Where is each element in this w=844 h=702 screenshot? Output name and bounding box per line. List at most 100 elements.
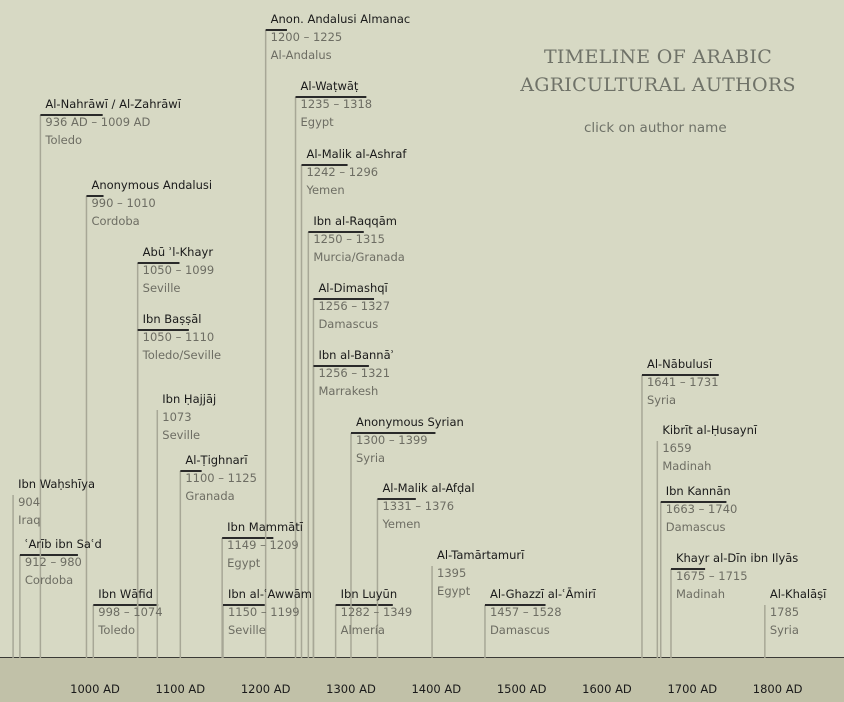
author-place: Seville [142, 281, 181, 295]
author-name-link[interactable]: Ibn Baṣṣāl [142, 312, 202, 326]
author-place: Seville [162, 428, 201, 442]
author-name-link[interactable]: Anon. Andalusi Almanac [270, 12, 411, 26]
author-name-link[interactable]: Kibrīt al-Ḥusaynī [662, 423, 758, 437]
author-dates: 1282 – 1349 [340, 605, 413, 619]
author-place: Murcia/Granada [313, 250, 405, 264]
author-place: Marrakesh [318, 384, 379, 398]
author-place: Egypt [227, 556, 261, 570]
author-entry: Ibn al-Raqqām 1250 – 1315 Murcia/Granada [313, 214, 405, 266]
author-place: Cordoba [91, 214, 140, 228]
author-place: Yemen [382, 517, 421, 531]
author-dates: 1149 – 1209 [227, 538, 299, 552]
author-place: Granada [185, 489, 235, 503]
author-dates: 1785 [769, 605, 800, 619]
author-name-link[interactable]: Al-Malik al-Ashraf [306, 147, 407, 161]
author-dates: 1331 – 1376 [382, 499, 455, 513]
author-place: Madinah [675, 587, 726, 601]
author-name-link[interactable]: Ibn al-Bannāʾ [318, 348, 395, 362]
author-dates: 1256 – 1327 [318, 299, 391, 313]
axis-tick-label: 1700 AD [667, 682, 718, 696]
author-name-link[interactable]: Ibn Mammātī [227, 520, 303, 534]
author-name-link[interactable]: Ibn al-Raqqām [313, 214, 397, 228]
author-place: Iraq [18, 513, 41, 527]
author-place: Syria [355, 451, 386, 465]
author-name-link[interactable]: Al-Ghazzī al-ʿĀmirī [489, 587, 596, 601]
author-name-link[interactable]: Al-Khalāṣī [769, 587, 827, 601]
author-dates: 998 – 1074 [98, 605, 163, 619]
author-dates: 1150 – 1199 [227, 605, 300, 619]
author-entry: Ibn Ḥajjāj 1073 Seville [162, 392, 216, 444]
author-dates: 990 – 1010 [91, 196, 156, 210]
axis-tick-label: 1800 AD [752, 682, 803, 696]
author-place: Damascus [665, 520, 726, 534]
author-place: Damascus [489, 623, 550, 637]
author-dates: 1300 – 1399 [355, 433, 428, 447]
author-name-link[interactable]: Ibn Kannān [665, 484, 731, 498]
author-dates: 1073 [162, 410, 192, 424]
axis-tick-label: 1100 AD [155, 682, 206, 696]
author-place: Al-Andalus [270, 48, 332, 62]
axis-tick-label: 1200 AD [240, 682, 291, 696]
author-entry: Anonymous Andalusi 990 – 1010 Cordoba [91, 178, 212, 230]
author-entry: Al-Khalāṣī 1785 Syria [770, 587, 827, 639]
author-dates: 904 [18, 495, 41, 509]
author-dates: 1235 – 1318 [300, 97, 373, 111]
author-place: Almería [340, 623, 385, 637]
author-dates: 1250 – 1315 [313, 232, 385, 246]
author-name-link[interactable]: Al-Nahrāwī / Al-Zahrāwī [45, 97, 181, 111]
author-entry: Al-Nābulusī 1641 – 1731 Syria [647, 357, 719, 409]
author-name-link[interactable]: Khayr al-Dīn ibn Ilyās [675, 551, 799, 565]
author-name-link[interactable]: ʿArīb ibn Saʿd [24, 537, 102, 551]
author-entry: Ibn Waḥshīya 904 Iraq [18, 477, 95, 529]
author-name-link[interactable]: Anonymous Syrian [355, 415, 464, 429]
author-entry: Ibn al-Bannāʾ 1256 – 1321 Marrakesh [318, 348, 394, 400]
author-entry: Al-Tamārtamurī 1395 Egypt [437, 548, 524, 600]
chart-title-line-2: AGRICULTURAL AUTHORS [520, 74, 796, 96]
author-entry: Al-Ṭighnarī 1100 – 1125 Granada [185, 453, 257, 505]
author-name-link[interactable]: Al-Waṭwāṭ [300, 79, 359, 93]
author-place: Egypt [300, 115, 334, 129]
chart-title-line-1: TIMELINE OF ARABIC [543, 46, 773, 68]
author-name-link[interactable]: Al-Ṭighnarī [185, 453, 248, 467]
axis-band [0, 658, 844, 702]
author-entry: Anonymous Syrian 1300 – 1399 Syria [356, 415, 464, 467]
author-entry: Al-Waṭwāṭ 1235 – 1318 Egypt [301, 79, 373, 131]
author-name-link[interactable]: Al-Nābulusī [646, 357, 713, 371]
author-entry: Ibn Wāfid 998 – 1074 Toledo [98, 587, 162, 639]
author-entry: Ibn Mammātī 1149 – 1209 Egypt [227, 520, 303, 572]
author-dates: 1675 – 1715 [675, 569, 748, 583]
author-name-link[interactable]: Ibn Luyūn [340, 587, 398, 601]
chart-subtitle: click on author name [584, 120, 727, 136]
author-name-link[interactable]: Al-Dimashqī [318, 281, 388, 295]
author-dates: 1663 – 1740 [665, 502, 738, 516]
author-entry: Ibn al-ʿAwwām 1150 – 1199 Seville [228, 587, 312, 639]
author-entry: Ibn Kannān 1663 – 1740 Damascus [666, 484, 738, 536]
author-name-link[interactable]: Ibn Ḥajjāj [162, 392, 217, 406]
author-name-link[interactable]: Ibn al-ʿAwwām [227, 587, 313, 601]
author-place: Toledo [45, 133, 83, 147]
author-entry: Kibrīt al-Ḥusaynī 1659 Madinah [662, 423, 757, 475]
author-entry: Ibn Baṣṣāl 1050 – 1110 Toledo/Seville [143, 312, 221, 364]
author-name-link[interactable]: Ibn Wāfid [98, 587, 153, 601]
author-entry: Al-Dimashqī 1256 – 1327 Damascus [318, 281, 390, 333]
author-dates: 912 – 980 [24, 555, 82, 569]
author-name-link[interactable]: Al-Malik al-Afḍal [382, 481, 475, 495]
author-name-link[interactable]: Anonymous Andalusi [91, 178, 213, 192]
author-entry: ʿArīb ibn Saʿd 912 – 980 Cordoba [25, 537, 102, 589]
author-dates: 1256 – 1321 [318, 366, 391, 380]
author-name-link[interactable]: Al-Tamārtamurī [437, 548, 525, 562]
author-name-link[interactable]: Abū ʾl-Khayr [142, 245, 214, 259]
author-entry: Khayr al-Dīn ibn Ilyās 1675 – 1715 Madinah [676, 551, 798, 603]
author-entry: Al-Ghazzī al-ʿĀmirī 1457 – 1528 Damascus [490, 587, 596, 639]
axis-tick-label: 1000 AD [70, 682, 120, 696]
author-name-link[interactable]: Ibn Waḥshīya [18, 477, 96, 491]
author-place: Cordoba [24, 573, 74, 587]
author-place: Egypt [437, 584, 471, 598]
author-dates: 1050 – 1099 [142, 263, 215, 277]
author-entry: Anon. Andalusi Almanac 1200 – 1225 Al-Anda… [271, 12, 411, 64]
author-place: Yemen [306, 183, 345, 197]
author-place: Madinah [662, 459, 712, 473]
author-entry: Ibn Luyūn 1282 – 1349 Almería [341, 587, 413, 639]
